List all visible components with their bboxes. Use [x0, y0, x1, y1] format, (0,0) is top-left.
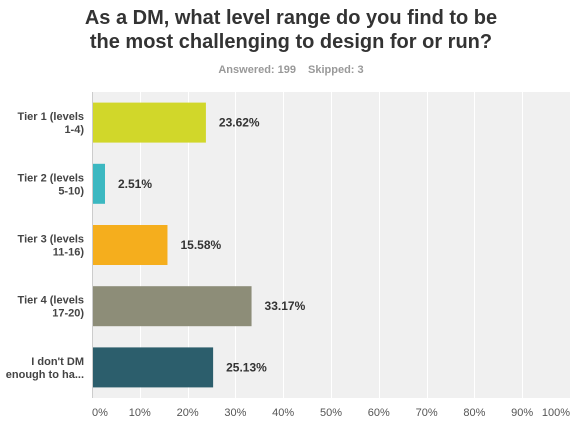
category-label: Tier 1 (levels 1-4)	[18, 111, 85, 136]
x-tick-label: 30%	[224, 407, 246, 419]
question-title: As a DM, what level range do you find to…	[0, 6, 582, 54]
skipped-count: Skipped: 3	[308, 64, 364, 76]
bar	[93, 286, 252, 327]
x-tick-label: 0%	[92, 407, 108, 419]
x-tick-label: 10%	[129, 407, 151, 419]
x-tick-label: 70%	[416, 407, 438, 419]
value-label: 23.62%	[219, 116, 260, 130]
value-label: 2.51%	[118, 177, 152, 191]
value-label: 25.13%	[226, 360, 267, 374]
answered-count: Answered: 199	[218, 64, 297, 76]
response-stats: Answered: 199 Skipped: 3	[0, 64, 582, 76]
value-label: 33.17%	[265, 299, 306, 313]
question-title-line-1: As a DM, what level range do you find to…	[84, 7, 498, 29]
x-tick-label: 80%	[463, 407, 485, 419]
x-tick-label: 40%	[272, 407, 294, 419]
x-tick-label: 50%	[320, 407, 342, 419]
category-label: Tier 3 (levels 11-16)	[18, 234, 85, 259]
bar	[93, 225, 168, 265]
bar	[93, 102, 206, 143]
category-label: Tier 2 (levels 5-10)	[18, 172, 85, 197]
bar	[93, 163, 105, 204]
category-label: I don't DM enough to ha...	[6, 356, 84, 381]
value-label: 15.58%	[180, 238, 221, 252]
x-tick-label: 60%	[368, 407, 390, 419]
x-tick-label: 20%	[177, 407, 199, 419]
category-label: Tier 4 (levels 17-20)	[18, 295, 85, 320]
question-title-line-2: the most challenging to design for or ru…	[89, 31, 493, 53]
x-tick-label: 90%	[511, 407, 533, 419]
bar	[93, 347, 214, 388]
x-tick-label: 100%	[542, 407, 570, 419]
